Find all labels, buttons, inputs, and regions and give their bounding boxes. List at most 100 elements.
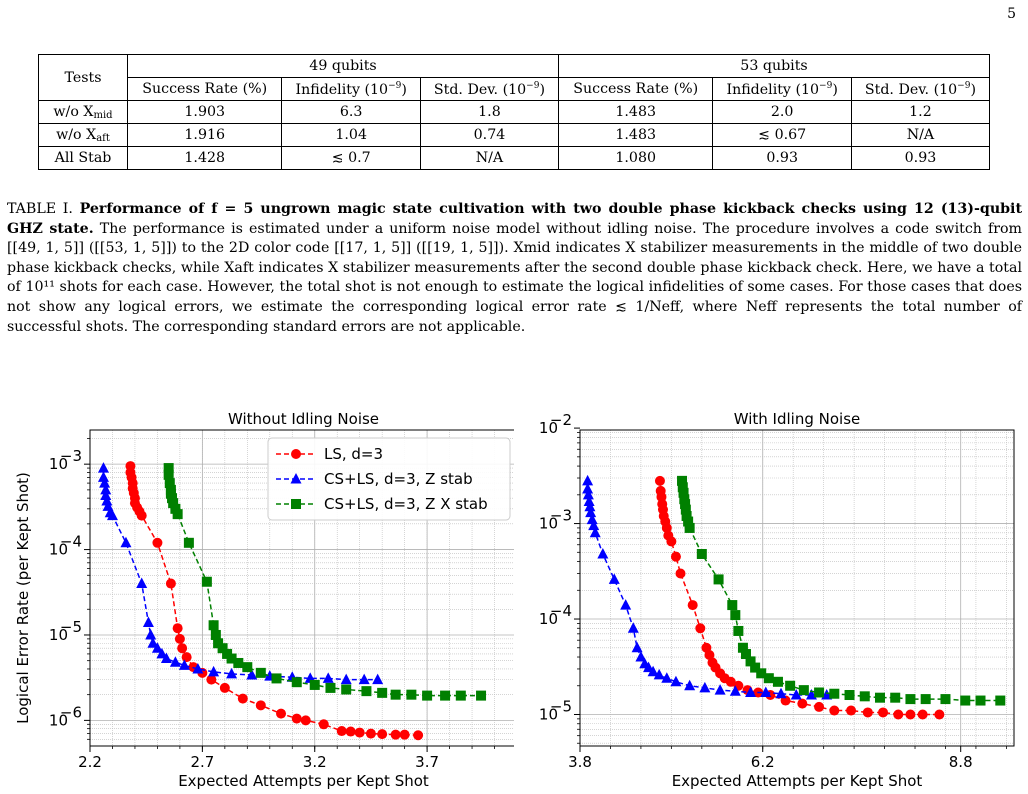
data-point [620,599,632,610]
x-tick-label: 2.2 [78,753,102,771]
table-row: w/o Xmid 1.903 6.3 1.8 1.483 2.0 1.2 [38,100,991,124]
col-success-49: Success Rate (%) [126,77,283,101]
data-point [584,500,596,512]
data-point [178,659,190,670]
y-tick-exponent: −2 [550,411,572,429]
data-point [340,673,352,685]
data-point [666,536,677,547]
data-point [583,495,595,507]
data-point [206,674,217,685]
series-2 [677,475,1006,706]
data-point [422,690,433,701]
data-point [798,685,809,696]
data-point [684,522,695,533]
data-point [678,487,689,498]
data-point [653,668,665,680]
data-point [147,637,159,648]
data-point [358,673,370,685]
data-point [756,668,767,679]
data-point [217,643,228,654]
row-label: All Stab [38,146,128,170]
data-point [390,729,401,740]
data-point [772,676,783,687]
data-point [152,537,163,548]
data-point [608,573,620,584]
data-point [582,488,594,500]
data-point [172,509,183,520]
data-point [291,677,302,688]
legend: LS, d=3 CS+LS, d=3, Z stab CS+LS, d=3, Z X… [267,437,511,521]
data-point [750,662,761,673]
y-tick-exponent: −5 [550,697,572,715]
row-label: w/o Xmid [38,100,128,124]
data-point [255,667,266,678]
row-label: w/o Xaft [38,123,128,147]
legend-box [267,437,511,521]
data-point [318,719,329,730]
x-axis-label: Expected Attempts per Kept Shot [672,772,923,790]
x-axis: 3.8 6.2 8.8 [568,746,1007,771]
col-stddev-53: Std. Dev. (10−9) [850,77,991,101]
group-53-header: 53 qubits [557,54,991,78]
data-point [635,651,647,662]
data-point [291,713,302,724]
data-point [208,665,220,677]
data-point [725,676,736,687]
data-point [170,503,181,514]
data-point [846,705,857,716]
y-tick-label: 10 [539,419,558,437]
chart-with-idling: 3.8 6.2 8.810−510−410−310−2 With Idling Noi… [539,410,1015,790]
data-point [345,726,356,737]
data-point [255,700,266,711]
data-point [677,482,688,493]
data-point [934,709,945,720]
table-cell: 0.93 [712,146,852,170]
col-success-53: Success Rate (%) [557,77,714,101]
data-point [714,684,726,695]
x-axis-label: Expected Attempts per Kept Shot [178,772,429,790]
table-cell: ≲ 0.7 [281,146,421,170]
y-tick-exponent: −3 [60,447,82,465]
data-point [683,516,694,527]
legend-label: LS, d=3 [324,445,383,463]
data-point [354,727,365,738]
data-point [681,510,692,521]
data-point [585,506,597,518]
table-cell: ≲ 0.67 [712,123,852,147]
series-0 [125,461,424,741]
table-cell: 0.93 [850,146,991,170]
series-1 [97,462,384,685]
data-point [727,600,738,611]
data-point [647,665,659,677]
y-axis: 10−510−410−310−2 [539,411,580,744]
data-point [160,652,172,664]
data-point [874,692,885,703]
data-point [878,707,889,718]
data-point [163,469,174,480]
table-cell: 1.2 [850,100,991,124]
series-line [681,480,1001,702]
plot-frame [89,429,514,747]
chart-title: With Idling Noise [734,410,861,428]
data-point [905,694,916,705]
y-tick-label: 10 [539,610,558,628]
data-point [654,475,665,486]
data-point [145,628,157,640]
series-0 [654,475,945,720]
data-point [829,688,840,699]
data-point [684,679,696,691]
data-point [120,536,132,548]
table-cell: 1.916 [126,123,283,147]
table-cell: 1.428 [126,146,283,170]
data-point [183,537,194,548]
data-point [582,483,594,494]
data-point [226,653,237,664]
table-cell: 1.04 [281,123,421,147]
table-cell: 2.0 [712,100,852,124]
data-point [814,687,825,698]
data-point [713,574,724,585]
data-point [696,548,707,559]
data-point [142,616,154,627]
data-point [704,649,715,660]
